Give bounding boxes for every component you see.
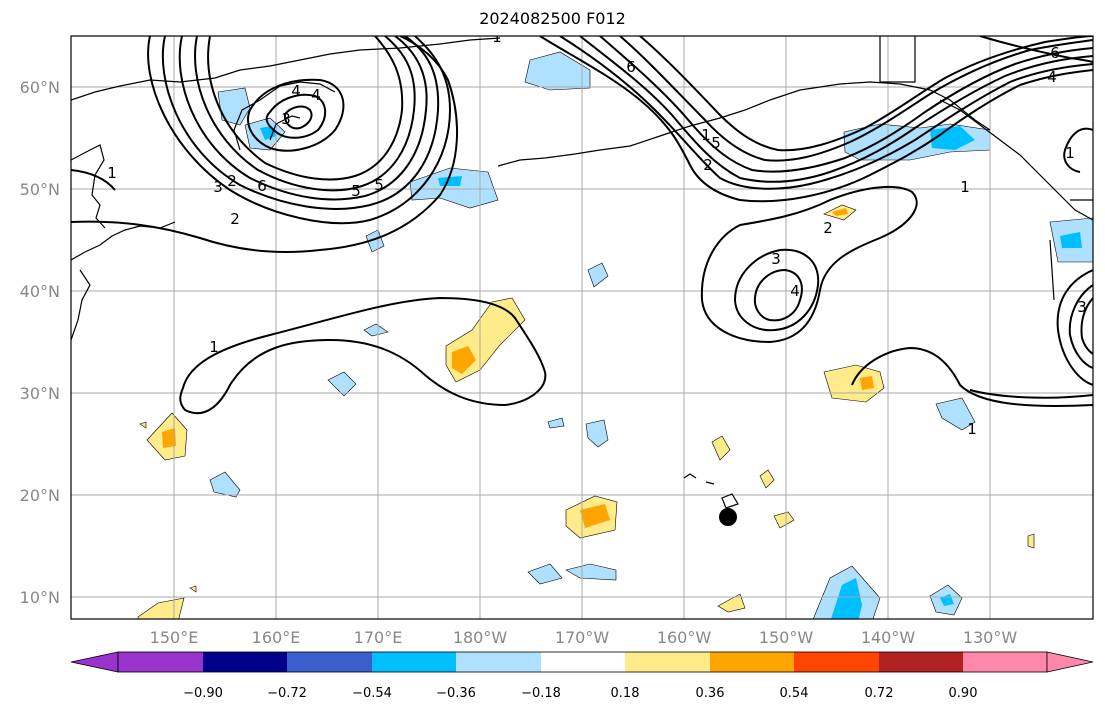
lon-label: 180°W — [453, 628, 508, 647]
colorbar-box — [794, 652, 879, 672]
shaded-regions — [137, 51, 1093, 619]
lon-label: 170°E — [354, 628, 403, 647]
colorbar-arrow-right — [1046, 651, 1094, 673]
colorbar-boxes — [117, 651, 1048, 673]
contour-label: 5 — [351, 182, 361, 200]
colorbar-box — [372, 652, 456, 672]
colorbar-tick-label: −0.18 — [521, 686, 561, 701]
colorbar-tick-label: 0.18 — [611, 686, 640, 701]
plot-frame — [70, 35, 1094, 620]
contour-label: 5 — [711, 134, 721, 152]
colorbar-tick-label: −0.54 — [352, 686, 392, 701]
contour-label: 5 — [374, 176, 384, 194]
lat-label: 50°N — [20, 180, 60, 199]
contour-lines — [71, 36, 1093, 415]
colorbar-box — [963, 652, 1047, 672]
colorbar: −0.90 −0.72 −0.54 −0.36 −0.18 0.18 0.36 … — [70, 651, 1094, 701]
lat-label: 30°N — [20, 384, 60, 403]
colorbar-tick-label: −0.36 — [436, 686, 476, 701]
lat-label: 20°N — [20, 486, 60, 505]
storm-center-marker — [719, 508, 737, 526]
colorbar-box — [625, 652, 710, 672]
contour-label: 6 — [257, 177, 267, 195]
contour-label: 3 — [771, 250, 781, 268]
map-title: 2024082500 F012 — [479, 9, 626, 28]
colorbar-box — [541, 652, 625, 672]
lon-label: 160°E — [252, 628, 301, 647]
contour-label: 4 — [311, 86, 321, 104]
contour-label: 1 — [107, 164, 117, 182]
colorbar-box — [203, 652, 287, 672]
contour-label: 1 — [1065, 144, 1075, 162]
lat-label: 60°N — [20, 78, 60, 97]
colorbar-tick-label: 0.36 — [696, 686, 725, 701]
colorbar-tick-label: 0.54 — [780, 686, 809, 701]
colorbar-box — [456, 652, 541, 672]
contour-label: 6 — [1050, 44, 1060, 62]
lon-label: 130°W — [963, 628, 1018, 647]
lon-label: 170°W — [555, 628, 610, 647]
colorbar-tick-label: −0.72 — [267, 686, 307, 701]
contour-label: 3 — [281, 110, 291, 128]
lat-label: 40°N — [20, 282, 60, 301]
colorbar-box — [879, 652, 963, 672]
contour-label: 4 — [1047, 68, 1057, 86]
lon-label: 150°E — [150, 628, 199, 647]
contour-label: 2 — [703, 156, 713, 174]
contour-label: 3 — [1077, 298, 1087, 316]
contour-label: 2 — [227, 172, 237, 190]
colorbar-tick-label: 0.90 — [949, 686, 978, 701]
contour-label: 2 — [230, 210, 240, 228]
colorbar-arrow-left — [70, 651, 119, 673]
contour-label: 4 — [790, 282, 800, 300]
lon-label: 140°W — [861, 628, 916, 647]
colorbar-ticks: −0.90 −0.72 −0.54 −0.36 −0.18 0.18 0.36 … — [183, 686, 977, 701]
contour-label: 1 — [960, 178, 970, 196]
lat-axis-labels: 60°N 50°N 40°N 30°N 20°N 10°N — [20, 78, 60, 607]
contour-label: 1 — [967, 420, 977, 438]
colorbar-tick-label: −0.90 — [183, 686, 223, 701]
colorbar-box — [118, 652, 203, 672]
lon-label: 160°W — [657, 628, 712, 647]
contour-label: 6 — [626, 58, 636, 76]
contour-label: 1 — [701, 126, 711, 144]
colorbar-box — [710, 652, 794, 672]
lon-gridlines — [173, 36, 991, 619]
lon-axis-labels: 150°E 160°E 170°E 180°W 170°W 160°W 150°… — [150, 628, 1018, 647]
contour-label: 3 — [213, 178, 223, 196]
lon-label: 150°W — [759, 628, 814, 647]
contour-label: 1 — [492, 28, 502, 46]
contour-label: 2 — [823, 219, 833, 237]
colorbar-tick-label: 0.72 — [865, 686, 894, 701]
lat-label: 10°N — [20, 588, 60, 607]
contour-label: 1 — [209, 338, 219, 356]
contour-label: 4 — [291, 82, 301, 100]
colorbar-box — [287, 652, 372, 672]
